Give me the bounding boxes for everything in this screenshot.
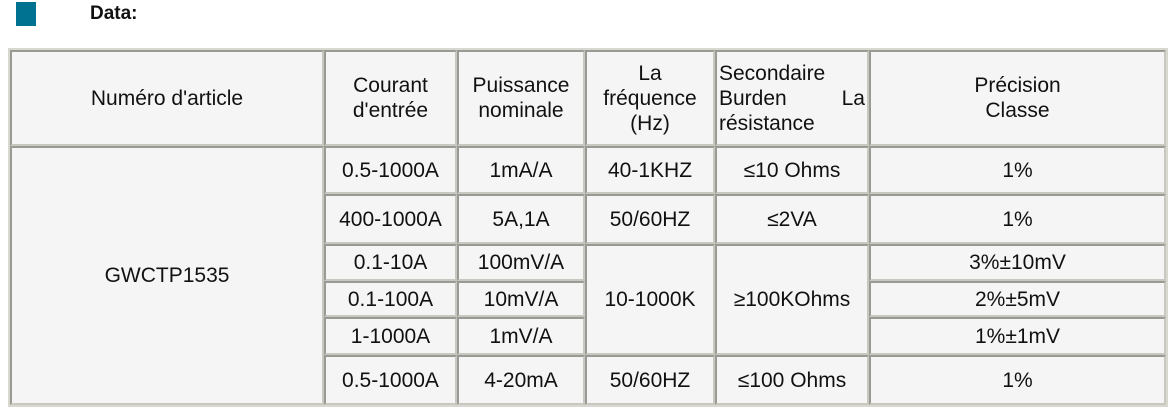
table-row: GWCTP1535 0.5-1000A 1mA/A 40-1KHZ ≤10 Oh… <box>10 146 1166 405</box>
table-row: 0.1-100A 10mV/A 2%±5mV <box>10 281 1166 317</box>
cell-burden: ≤100 Ohms <box>715 355 869 405</box>
cell-burden: ≤2VA <box>715 194 869 244</box>
header-row: Numéro d'article Courant d'entrée Puissa… <box>10 50 1166 146</box>
section-marker-icon <box>16 2 36 26</box>
cell-frequency: 50/60HZ <box>585 355 715 405</box>
cell-current: 1-1000A <box>324 317 457 355</box>
cell-precision: 1% <box>869 194 1166 244</box>
cell-current: 0.5-1000A <box>324 355 457 405</box>
table-row: 400-1000A 5A,1A 50/60HZ ≤2VA 1% <box>10 194 1166 244</box>
cell-current: 400-1000A <box>324 194 457 244</box>
header-burden-line1: Secondaire Burden La <box>719 61 865 110</box>
cell-frequency: 50/60HZ <box>585 194 715 244</box>
cell-precision: 2%±5mV <box>869 281 1166 317</box>
table-row: 0.5-1000A 4-20mA 50/60HZ ≤100 Ohms 1% <box>10 355 1166 405</box>
cell-power: 1mV/A <box>457 317 585 355</box>
cell-power: 100mV/A <box>457 244 585 281</box>
spec-table: Numéro d'article Courant d'entrée Puissa… <box>8 48 1168 407</box>
header-burden-line2: résistance <box>719 111 815 135</box>
header-precision-text: Précision Classe <box>974 74 1061 122</box>
cell-frequency: 40-1KHZ <box>585 146 715 194</box>
header-precision: Précision Classe <box>869 50 1166 146</box>
section-title: Data: <box>90 3 138 24</box>
table-row: 1-1000A 1mV/A 1%±1mV <box>10 317 1166 355</box>
article-number: GWCTP1535 <box>10 146 324 405</box>
cell-current: 0.1-10A <box>324 244 457 281</box>
table-row: 0.1-10A 100mV/A 10-1000K ≥100KOhms 3%±10… <box>10 244 1166 355</box>
cell-precision: 1% <box>869 355 1166 405</box>
cell-current: 0.1-100A <box>324 281 457 317</box>
cell-precision: 3%±10mV <box>869 244 1166 281</box>
cell-power: 5A,1A <box>457 194 585 244</box>
cell-current: 0.5-1000A <box>324 146 457 194</box>
header-frequency: La fréquence (Hz) <box>585 50 715 146</box>
header-current: Courant d'entrée <box>324 50 457 146</box>
cell-burden: ≥100KOhms <box>715 244 869 355</box>
cell-frequency: 10-1000K <box>585 244 715 355</box>
header-power: Puissance nominale <box>457 50 585 146</box>
cell-precision: 1%±1mV <box>869 317 1166 355</box>
cell-power: 4-20mA <box>457 355 585 405</box>
header-article: Numéro d'article <box>10 50 324 146</box>
cell-power: 1mA/A <box>457 146 585 194</box>
cell-precision: 1% <box>869 146 1166 194</box>
cell-burden: ≤10 Ohms <box>715 146 869 194</box>
cell-power: 10mV/A <box>457 281 585 317</box>
header-burden: Secondaire Burden La résistance <box>715 50 869 146</box>
